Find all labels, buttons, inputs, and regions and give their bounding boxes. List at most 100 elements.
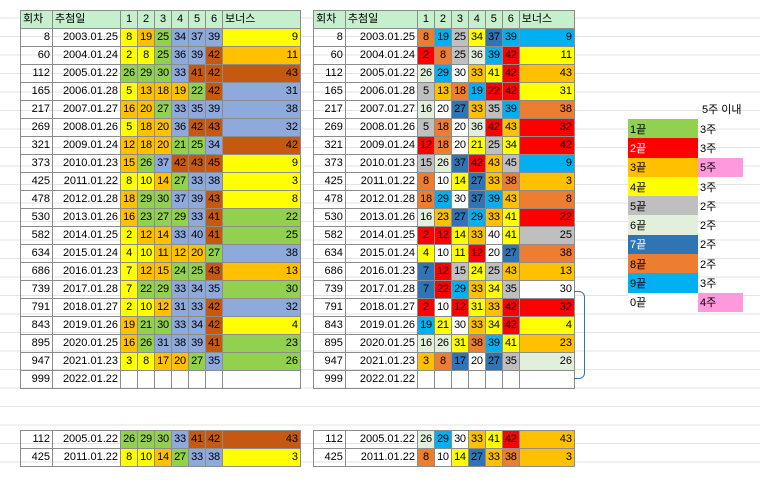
number-cell[interactable]: 35 xyxy=(484,100,503,119)
round-cell[interactable]: 112 xyxy=(20,64,53,83)
legend-key[interactable]: 6끝 xyxy=(628,215,698,235)
number-cell[interactable]: 30 xyxy=(154,64,172,83)
number-cell[interactable]: 15 xyxy=(416,154,435,173)
number-cell[interactable]: 37 xyxy=(467,190,486,209)
number-cell[interactable] xyxy=(433,370,452,389)
number-cell[interactable]: 41 xyxy=(484,64,503,83)
legend-key[interactable]: 9끝 xyxy=(628,273,698,293)
number-cell[interactable]: 7 xyxy=(416,262,435,281)
number-cell[interactable]: 29 xyxy=(450,280,469,299)
legend-value[interactable]: 2주 xyxy=(700,239,717,252)
number-cell[interactable]: 19 xyxy=(171,82,189,101)
number-cell[interactable]: 12 xyxy=(137,226,155,245)
number-cell[interactable] xyxy=(416,370,435,389)
number-cell[interactable]: 42 xyxy=(205,46,223,65)
bonus-cell[interactable]: 38 xyxy=(518,244,576,263)
number-cell[interactable]: 27 xyxy=(501,244,520,263)
number-cell[interactable]: 27 xyxy=(188,352,206,371)
round-cell[interactable]: 8 xyxy=(20,28,53,47)
legend-value[interactable]: 4주 xyxy=(698,292,743,312)
date-cell[interactable]: 2008.01.26 xyxy=(52,118,121,137)
number-cell[interactable]: 12 xyxy=(433,262,452,281)
number-cell[interactable]: 34 xyxy=(188,280,206,299)
number-cell[interactable]: 33 xyxy=(188,208,206,227)
number-cell[interactable]: 43 xyxy=(205,118,223,137)
header-n4[interactable]: 4 xyxy=(171,10,189,29)
round-cell[interactable]: 425 xyxy=(313,448,346,467)
bonus-cell[interactable]: 25 xyxy=(518,226,576,245)
number-cell[interactable]: 26 xyxy=(120,64,138,83)
legend-key[interactable]: 8끝 xyxy=(628,254,698,274)
number-cell[interactable]: 33 xyxy=(171,226,189,245)
number-cell[interactable]: 14 xyxy=(450,226,469,245)
number-cell[interactable]: 33 xyxy=(171,280,189,299)
number-cell[interactable]: 18 xyxy=(450,82,469,101)
number-cell[interactable]: 42 xyxy=(501,430,520,449)
number-cell[interactable]: 33 xyxy=(484,448,503,467)
number-cell[interactable]: 33 xyxy=(467,64,486,83)
number-cell[interactable]: 22 xyxy=(137,280,155,299)
number-cell[interactable]: 26 xyxy=(137,154,155,173)
round-cell[interactable]: 321 xyxy=(313,136,346,155)
date-cell[interactable]: 2010.01.23 xyxy=(344,154,418,173)
round-cell[interactable]: 791 xyxy=(20,298,53,317)
date-cell[interactable]: 2016.01.23 xyxy=(52,262,121,281)
number-cell[interactable]: 42 xyxy=(188,118,206,137)
number-cell[interactable]: 39 xyxy=(205,28,223,47)
number-cell[interactable]: 10 xyxy=(433,244,452,263)
bonus-cell[interactable]: 3 xyxy=(222,448,301,467)
number-cell[interactable]: 26 xyxy=(433,334,452,353)
number-cell[interactable]: 41 xyxy=(188,430,206,449)
number-cell[interactable]: 25 xyxy=(154,28,172,47)
number-cell[interactable]: 12 xyxy=(467,244,486,263)
number-cell[interactable] xyxy=(171,370,189,389)
number-cell[interactable]: 5 xyxy=(120,82,138,101)
date-cell[interactable]: 2017.01.28 xyxy=(52,280,121,299)
bonus-cell[interactable]: 38 xyxy=(518,100,576,119)
number-cell[interactable]: 20 xyxy=(154,118,172,137)
number-cell[interactable]: 33 xyxy=(484,208,503,227)
round-cell[interactable]: 843 xyxy=(313,316,346,335)
number-cell[interactable]: 12 xyxy=(137,262,155,281)
number-cell[interactable]: 42 xyxy=(205,64,223,83)
number-cell[interactable]: 27 xyxy=(450,208,469,227)
number-cell[interactable]: 17 xyxy=(450,352,469,371)
number-cell[interactable]: 30 xyxy=(450,316,469,335)
number-cell[interactable]: 33 xyxy=(484,172,503,191)
round-cell[interactable]: 269 xyxy=(20,118,53,137)
date-cell[interactable]: 2011.01.22 xyxy=(344,448,418,467)
header-n4[interactable]: 4 xyxy=(467,10,486,29)
round-cell[interactable]: 112 xyxy=(313,430,346,449)
number-cell[interactable] xyxy=(154,370,172,389)
number-cell[interactable]: 8 xyxy=(433,46,452,65)
number-cell[interactable]: 8 xyxy=(120,28,138,47)
number-cell[interactable]: 43 xyxy=(484,154,503,173)
number-cell[interactable]: 13 xyxy=(137,82,155,101)
header-round[interactable]: 회차 xyxy=(20,10,53,29)
round-cell[interactable]: 947 xyxy=(313,352,346,371)
number-cell[interactable]: 42 xyxy=(171,154,189,173)
number-cell[interactable]: 34 xyxy=(484,316,503,335)
number-cell[interactable]: 38 xyxy=(205,448,223,467)
date-cell[interactable]: 2006.01.28 xyxy=(52,82,121,101)
date-cell[interactable]: 2014.01.25 xyxy=(52,226,121,245)
date-cell[interactable]: 2007.01.27 xyxy=(344,100,418,119)
number-cell[interactable]: 7 xyxy=(120,262,138,281)
number-cell[interactable]: 39 xyxy=(501,100,520,119)
number-cell[interactable]: 12 xyxy=(171,244,189,263)
number-cell[interactable]: 11 xyxy=(450,244,469,263)
number-cell[interactable]: 14 xyxy=(154,448,172,467)
bonus-cell[interactable]: 8 xyxy=(518,190,576,209)
number-cell[interactable]: 2 xyxy=(416,46,435,65)
date-cell[interactable]: 2018.01.27 xyxy=(52,298,121,317)
header-n1[interactable]: 1 xyxy=(120,10,138,29)
date-cell[interactable]: 2020.01.25 xyxy=(344,334,418,353)
number-cell[interactable]: 33 xyxy=(467,280,486,299)
number-cell[interactable]: 18 xyxy=(433,118,452,137)
date-cell[interactable]: 2005.01.22 xyxy=(344,430,418,449)
bonus-cell[interactable]: 38 xyxy=(222,244,301,263)
legend-key[interactable]: 7끝 xyxy=(628,234,698,255)
number-cell[interactable]: 29 xyxy=(137,430,155,449)
number-cell[interactable]: 33 xyxy=(171,316,189,335)
number-cell[interactable]: 40 xyxy=(188,226,206,245)
